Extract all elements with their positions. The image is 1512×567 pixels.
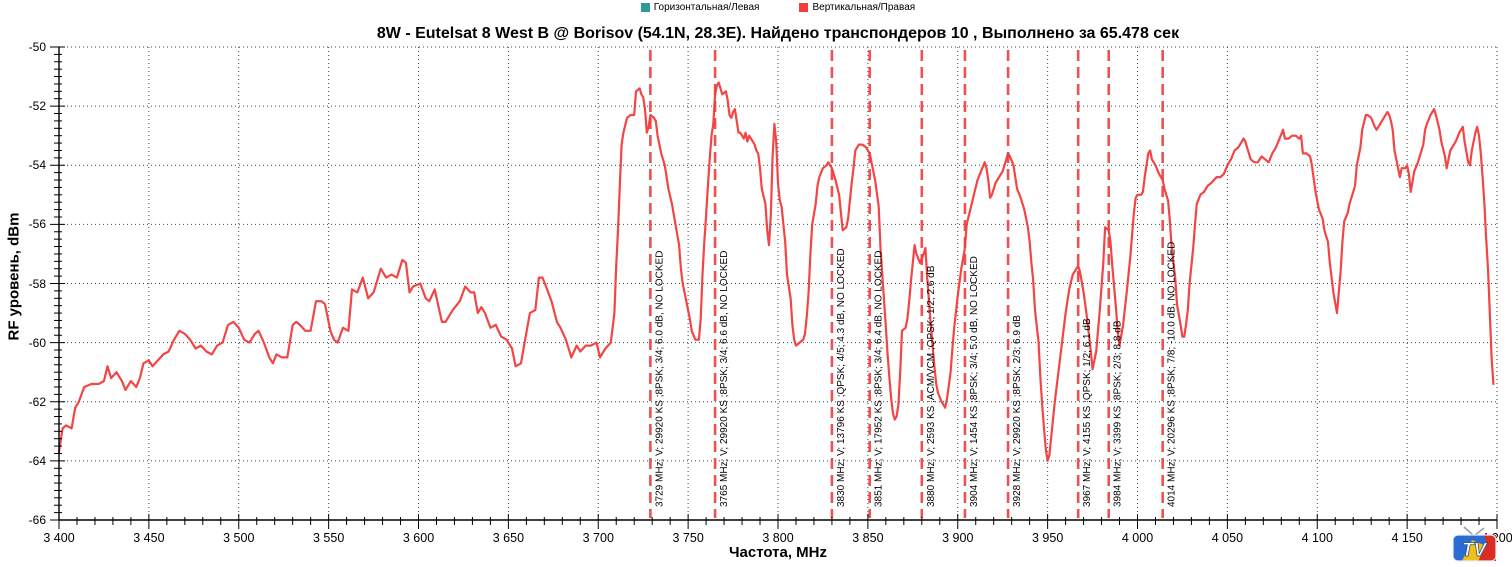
chart-title: 8W - Eutelsat 8 West B @ Borisov (54.1N,…: [376, 25, 1180, 42]
y-tick-label: -64: [28, 453, 46, 468]
x-tick-label: 3 450: [133, 531, 165, 545]
legend-label-vertical: Вертикальная/Правая: [812, 2, 916, 13]
legend-swatch-vertical-icon: [799, 3, 809, 12]
y-tick-label: -66: [28, 513, 46, 527]
x-tick-label: 3 700: [582, 531, 614, 545]
x-tick-label: 3 550: [312, 531, 345, 545]
legend-swatch-horizontal-icon: [640, 3, 650, 12]
legend-label-horizontal: Горизонтальная/Левая: [653, 2, 760, 13]
y-tick-label: -54: [28, 158, 46, 173]
transponder-label: 3729 MHz; V; 29920 KS ;8PSK; 3/4; 6.0 dB…: [654, 251, 665, 507]
transponder-label: 3984 MHz; V; 3399 KS ;8PSK; 2/3; 8.8 dB: [1113, 320, 1124, 507]
x-tick-label: 3 600: [402, 531, 435, 545]
legend-item-vertical: Вертикальная/Правая: [799, 2, 915, 13]
y-tick-label: -56: [28, 217, 46, 232]
transponder-label: 3765 MHz; V; 29920 KS ;8PSK; 3/4; 6.6 dB…: [719, 251, 730, 507]
x-tick-label: 3 750: [672, 531, 704, 545]
x-tick-label: 3 950: [1031, 531, 1064, 545]
chart-legend: Горизонтальная/Левая Вертикальная/Правая: [22, 2, 1512, 13]
tv-logo-icon: TV: [1452, 526, 1497, 562]
y-tick-label: -52: [28, 99, 46, 114]
y-tick-label: -60: [28, 335, 46, 350]
legend-item-horizontal: Горизонтальная/Левая: [640, 2, 760, 13]
transponder-label: 3904 MHz; V; 1454 KS ;8PSK; 3/4; 5.0 dB,…: [969, 256, 980, 507]
y-tick-label: -62: [28, 394, 46, 409]
x-tick-label: 3 400: [43, 531, 75, 545]
x-tick-label: 4 100: [1301, 531, 1333, 545]
spectrum-trace: [57, 81, 1495, 462]
transponder-label: 3967 MHz; V; 4155 KS ;QPSK; 1/2; 6.1 dB: [1082, 318, 1093, 507]
x-tick-label: 3 800: [762, 531, 794, 545]
y-tick-label: -50: [28, 40, 46, 54]
x-tick-label: 3 650: [492, 531, 525, 545]
x-axis-title: Частота, MHz: [728, 544, 827, 561]
y-tick-label: -58: [28, 276, 46, 291]
transponder-label: 4014 MHz; V; 20296 KS ;8PSK; 7/8; -10.0 …: [1167, 242, 1178, 507]
x-tick-label: 3 850: [852, 531, 884, 545]
transponder-label: 3928 MHz; V; 29920 KS ;8PSK; 2/3; 6.9 dB: [1012, 315, 1023, 507]
tv-logo-text: TV: [1462, 540, 1488, 561]
x-tick-label: 4 150: [1391, 531, 1423, 545]
x-tick-label: 3 900: [942, 531, 974, 545]
x-tick-label: 4 000: [1121, 531, 1154, 545]
x-tick-label: 4 050: [1211, 531, 1244, 545]
x-tick-label: 3 500: [223, 531, 255, 545]
transponder-label: 3880 MHz; V; 2593 KS ;ACM/VCM ;QPSK; 1/2…: [926, 265, 937, 507]
transponder-label: 3851 MHz; V; 17952 KS ;8PSK; 3/4; 6.4 dB…: [874, 251, 885, 507]
transponder-label: 3830 MHz; V; 13796 KS ;QPSK; 4/5; 4.3 dB…: [836, 248, 847, 507]
y-axis-title: RF уровень, dBm: [5, 212, 23, 341]
